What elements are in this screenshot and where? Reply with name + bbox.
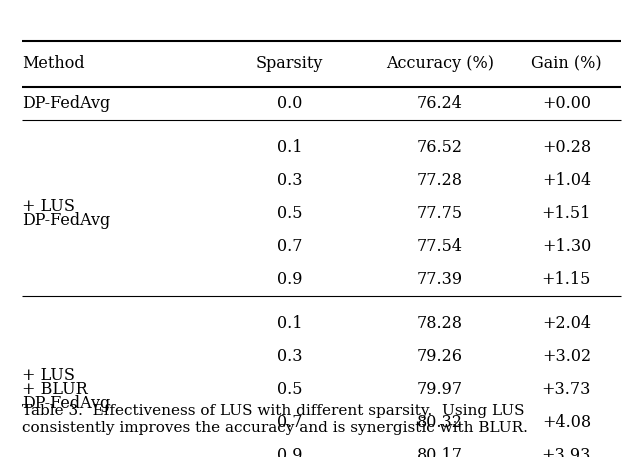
Text: Accuracy (%): Accuracy (%) [386,55,494,73]
Text: 0.1: 0.1 [277,315,302,332]
Text: + LUS: + LUS [22,367,76,384]
Text: +0.28: +0.28 [542,139,591,156]
Text: 0.7: 0.7 [277,414,302,431]
Text: +2.04: +2.04 [542,315,591,332]
Text: 79.26: 79.26 [417,348,463,365]
Text: 0.3: 0.3 [277,172,302,189]
Text: 79.97: 79.97 [417,381,463,398]
Text: 76.24: 76.24 [417,95,463,112]
Text: +3.73: +3.73 [541,381,591,398]
Text: 0.9: 0.9 [277,446,302,457]
Text: + BLUR: + BLUR [22,381,88,398]
Text: + LUS: + LUS [22,198,76,215]
Text: +1.30: +1.30 [542,238,591,255]
Text: 78.28: 78.28 [417,315,463,332]
Text: +3.02: +3.02 [542,348,591,365]
Text: DP-FedAvg: DP-FedAvg [22,95,111,112]
Text: +1.15: +1.15 [541,271,591,288]
Text: +3.93: +3.93 [541,446,591,457]
Text: +0.00: +0.00 [542,95,591,112]
Text: 0.5: 0.5 [277,381,302,398]
Text: DP-FedAvg: DP-FedAvg [22,212,111,229]
Text: 77.28: 77.28 [417,172,463,189]
Text: Gain (%): Gain (%) [531,55,602,73]
Text: 77.39: 77.39 [417,271,463,288]
Text: DP-FedAvg: DP-FedAvg [22,394,111,412]
Text: 77.75: 77.75 [417,205,463,222]
Text: Sparsity: Sparsity [256,55,323,73]
Text: 80.32: 80.32 [417,414,463,431]
Text: +4.08: +4.08 [542,414,591,431]
Text: Method: Method [22,55,85,73]
Text: 0.5: 0.5 [277,205,302,222]
Text: 0.9: 0.9 [277,271,302,288]
Text: 76.52: 76.52 [417,139,463,156]
Text: 0.7: 0.7 [277,238,302,255]
Text: 80.17: 80.17 [417,446,463,457]
Text: +1.04: +1.04 [542,172,591,189]
Text: Table 3.  Effectiveness of LUS with different sparsity.  Using LUS
consistently : Table 3. Effectiveness of LUS with diffe… [22,404,528,435]
Text: 0.0: 0.0 [277,95,302,112]
Text: +1.51: +1.51 [541,205,591,222]
Text: 0.3: 0.3 [277,348,302,365]
Text: 0.1: 0.1 [277,139,302,156]
Text: 77.54: 77.54 [417,238,463,255]
